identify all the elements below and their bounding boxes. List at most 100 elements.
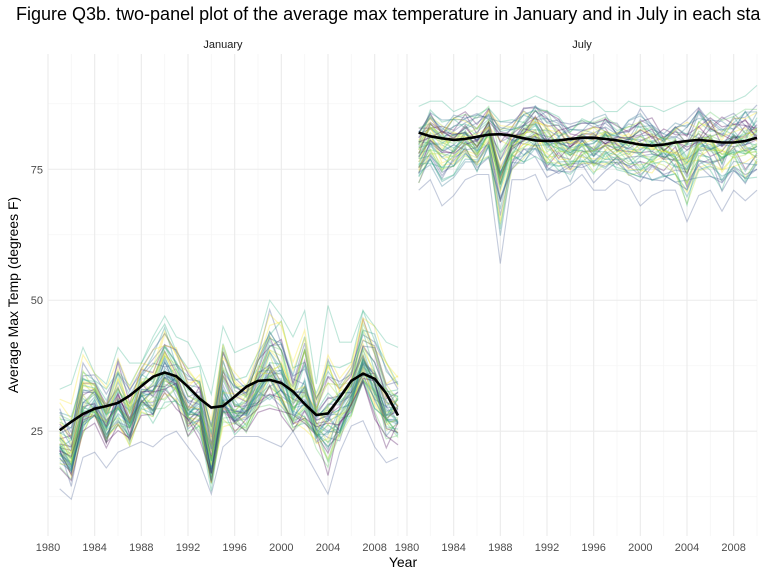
state-line [59,375,399,479]
x-tick-label: 1992 [176,542,200,554]
state-line [418,129,758,171]
state-line [59,332,399,440]
x-tick-label: 1984 [82,542,106,554]
x-tick-label: 1988 [488,542,512,554]
x-tick-label: 1996 [581,542,605,554]
state-line [59,377,399,473]
x-tick-label: 1992 [535,542,559,554]
state-line [59,352,399,466]
state-line [418,104,758,139]
state-line [59,325,399,428]
state-line [418,111,758,146]
state-line [59,360,399,474]
state-line [418,144,758,216]
state-line [59,331,399,462]
state-line [418,117,758,150]
state-line [418,122,758,177]
state-line [59,363,399,483]
state-line [418,119,758,185]
state-line [59,377,399,474]
state-line [59,307,399,446]
state-line [59,380,399,482]
x-tick-label: 2004 [675,542,699,554]
state-line [59,318,399,421]
x-tick-label: 1980 [36,542,60,554]
state-line [418,104,758,145]
y-tick-label: 50 [31,295,43,307]
state-line [418,122,758,176]
state-line [418,140,758,222]
state-line [418,109,758,144]
state-line [418,129,758,190]
state-line [418,135,758,187]
state-line [418,135,758,202]
state-line [418,119,758,184]
state-line [418,124,758,177]
x-tick-label: 1988 [129,542,153,554]
state-line [59,316,399,440]
state-line [418,133,758,195]
y-axis-title: Average Max Temp (degrees F) [5,197,21,393]
state-line [418,119,758,186]
state-line [59,366,399,487]
state-line [418,121,758,170]
state-line [59,371,399,470]
state-line [59,372,399,478]
state-line-extreme [418,84,758,113]
state-line [418,128,758,176]
state-line [418,105,758,158]
state-line [59,341,399,455]
x-tick-label: 2000 [628,542,652,554]
state-line [418,141,758,236]
state-line [59,357,399,466]
state-line [59,366,399,459]
state-line [418,110,758,137]
y-tick-label: 25 [31,426,43,438]
state-line [59,356,399,481]
x-tick-label: 2004 [316,542,340,554]
x-tick-label: 2008 [362,542,386,554]
state-line [59,361,399,474]
state-line [59,347,399,469]
x-tick-label: 1980 [395,542,419,554]
state-line [59,313,399,427]
state-line [59,362,399,474]
state-line [59,349,399,460]
state-line [418,130,758,185]
x-tick-label: 1996 [222,542,246,554]
state-line-extreme [59,419,399,501]
state-line [418,107,758,139]
x-tick-label: 1984 [441,542,465,554]
x-axis-title: Year [389,554,418,570]
panel-label: July [572,39,592,51]
state-line [59,376,399,481]
state-line [418,142,758,202]
state-line [59,343,399,450]
state-line [418,143,758,210]
y-tick-label: 75 [31,164,43,176]
state-line [418,129,758,186]
state-line [418,108,758,139]
state-line [418,142,758,225]
x-tick-label: 2008 [721,542,745,554]
state-line-extreme [418,173,758,264]
state-line [59,366,399,464]
state-line [418,143,758,230]
panel-january: January 1980 1984 1988 1992 1996 2000 2004 2008 2… [31,39,400,554]
state-line [418,139,758,200]
x-tick-label: 2000 [269,542,293,554]
state-line [59,321,399,448]
state-line [418,139,758,208]
panel-label: January [203,39,243,51]
state-line [59,357,399,478]
chart-title: Figure Q3b. two-panel plot of the averag… [16,4,761,24]
state-line [418,131,758,178]
state-line [59,363,399,476]
state-line-extreme [59,298,399,397]
state-line [418,123,758,185]
state-line [59,364,399,470]
state-line [59,359,399,461]
state-line [59,379,399,483]
state-line [59,377,399,471]
